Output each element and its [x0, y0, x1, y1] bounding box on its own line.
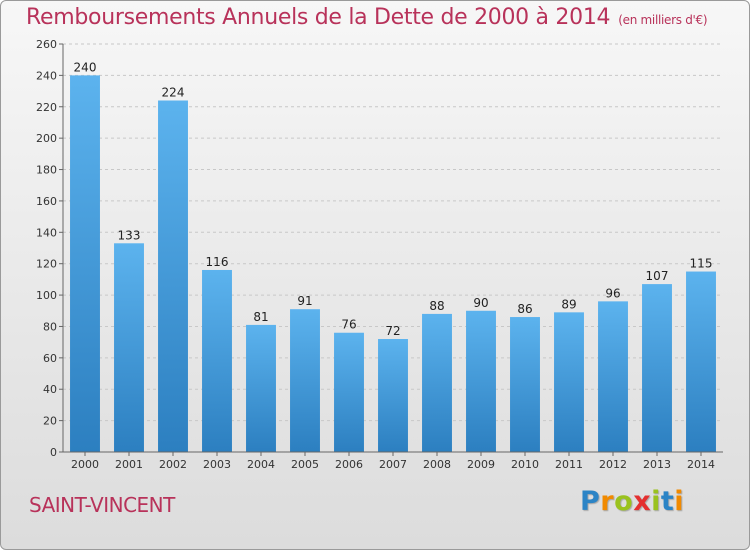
y-tick-label: 140	[36, 226, 57, 239]
x-tick-label: 2003	[203, 458, 231, 471]
x-tick-label: 2009	[467, 458, 495, 471]
logo-letter: i	[674, 486, 685, 517]
data-label-2001: 133	[118, 228, 141, 242]
logo-letter: x	[633, 486, 652, 517]
y-tick-label: 200	[36, 132, 57, 145]
proxiti-logo[interactable]: Proxiti	[580, 486, 684, 517]
y-tick-label: 0	[50, 446, 57, 459]
x-tick-label: 2000	[71, 458, 99, 471]
x-tick-label: 2011	[555, 458, 583, 471]
bar-2003	[202, 269, 232, 452]
x-tick-label: 2010	[511, 458, 539, 471]
y-tick-label: 160	[36, 195, 57, 208]
x-tick-label: 2001	[115, 458, 143, 471]
y-tick-label: 120	[36, 258, 57, 271]
chart-title: Remboursements Annuels de la Dette de 20…	[26, 5, 708, 30]
y-tick-label: 100	[36, 289, 57, 302]
bar-2001	[114, 243, 144, 452]
data-label-2012: 96	[605, 286, 620, 300]
x-tick-label: 2005	[291, 458, 319, 471]
y-tick-label: 240	[36, 69, 57, 82]
bar-2000	[70, 75, 100, 452]
data-label-2002: 224	[162, 85, 185, 99]
y-tick-label: 80	[43, 320, 57, 333]
x-tick-label: 2012	[599, 458, 627, 471]
logo-letter: r	[600, 486, 615, 517]
y-tick-label: 20	[43, 415, 57, 428]
y-tick-label: 60	[43, 352, 57, 365]
x-tick-label: 2013	[643, 458, 671, 471]
x-tick-label: 2004	[247, 458, 275, 471]
data-label-2009: 90	[473, 296, 488, 310]
bar-2007	[378, 339, 408, 452]
logo-letter: P	[580, 486, 601, 517]
bar-2009	[466, 310, 496, 452]
y-tick-label: 220	[36, 101, 57, 114]
logo-letter: i	[651, 486, 661, 517]
bars	[70, 75, 716, 452]
bar-2004	[246, 324, 276, 452]
bar-2002	[158, 100, 188, 452]
bar-2008	[422, 313, 452, 452]
logo-letter: o	[614, 486, 634, 517]
data-label-2004: 81	[253, 310, 268, 324]
data-label-2006: 76	[341, 318, 356, 332]
x-tick-label: 2006	[335, 458, 363, 471]
axes: 0 20 40 60 80 100 120 140 160 180 200 220 240 260 240 2…	[36, 38, 723, 471]
x-tick-label: 2002	[159, 458, 187, 471]
data-label-2014: 115	[690, 257, 713, 271]
x-tick-label: 2008	[423, 458, 451, 471]
y-tick-label: 260	[36, 38, 57, 51]
data-label-2008: 88	[429, 299, 444, 313]
y-tick-label: 40	[43, 383, 57, 396]
bar-2014	[686, 271, 716, 452]
chart-subtitle: (en milliers d'€)	[618, 13, 708, 27]
chart-title-text: Remboursements Annuels de la Dette de 20…	[26, 5, 611, 30]
data-label-2000: 240	[74, 60, 97, 74]
bar-2013	[642, 284, 672, 452]
bar-2006	[334, 332, 364, 452]
bar-2012	[598, 301, 628, 452]
data-label-2011: 89	[561, 297, 576, 311]
bar-2010	[510, 317, 540, 452]
data-label-2003: 116	[206, 255, 229, 269]
bar-2011	[554, 312, 584, 452]
town-name: SAINT-VINCENT	[29, 493, 175, 517]
x-tick-label: 2014	[687, 458, 715, 471]
data-label-2013: 107	[646, 269, 669, 283]
bar-2005	[290, 309, 320, 452]
data-label-2007: 72	[385, 324, 400, 338]
y-tick-label: 180	[36, 164, 57, 177]
x-tick-label: 2007	[379, 458, 407, 471]
data-label-2005: 91	[297, 294, 312, 308]
logo-letter: t	[660, 486, 675, 517]
data-label-2010: 86	[517, 302, 532, 316]
